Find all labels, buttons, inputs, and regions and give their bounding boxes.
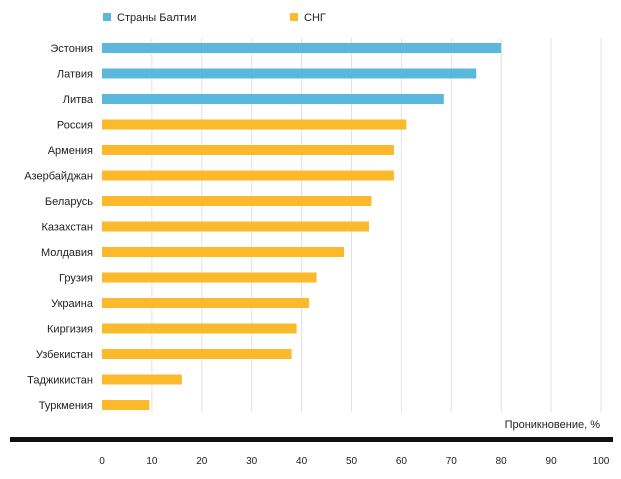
category-label: Грузия [59, 273, 93, 285]
x-tick-label: 60 [396, 456, 408, 467]
category-label: Латвия [57, 69, 93, 81]
category-label: Азербайджан [24, 171, 93, 183]
x-tick-label: 100 [593, 456, 610, 467]
x-tick-label: 10 [146, 456, 158, 467]
category-label: Россия [57, 120, 93, 132]
category-label: Украина [51, 298, 94, 310]
legend: Страны Балтии СНГ [103, 12, 326, 24]
x-tick-label: 20 [196, 456, 208, 467]
category-label: Армения [48, 145, 93, 157]
x-tick-label: 30 [246, 456, 258, 467]
x-tick-label: 50 [346, 456, 358, 467]
bar [102, 400, 150, 410]
bar [102, 196, 372, 206]
category-labels: Эстония Латвия Литва Россия Армения Азербайдж… [24, 43, 94, 412]
category-label: Таджикистан [27, 375, 93, 387]
bar [102, 170, 394, 181]
legend-swatch [290, 13, 298, 21]
bar [102, 221, 369, 232]
legend-label: СНГ [304, 12, 326, 24]
x-tick-label: 40 [296, 456, 308, 467]
x-tick-label: 90 [546, 456, 558, 467]
bar [102, 374, 182, 385]
category-label: Беларусь [45, 196, 93, 208]
bar [102, 272, 317, 283]
bar [102, 298, 310, 308]
category-label: Молдавия [41, 247, 93, 259]
category-label: Казахстан [41, 222, 93, 234]
bar [102, 119, 407, 130]
legend-label: Страны Балтии [117, 12, 196, 24]
x-axis-label: Проникновение, % [505, 419, 601, 431]
legend-swatch [103, 13, 111, 21]
bar [102, 94, 444, 104]
bar [102, 247, 345, 257]
category-label: Узбекистан [36, 349, 93, 361]
bar [102, 349, 292, 359]
bar [102, 145, 394, 155]
x-tick-label: 0 [99, 456, 105, 467]
x-tick-label: 70 [446, 456, 458, 467]
x-axis-band [10, 437, 613, 442]
category-label: Туркмения [39, 400, 93, 412]
bars [102, 43, 502, 410]
category-label: Эстония [50, 43, 93, 55]
category-label: Литва [63, 94, 94, 106]
category-label: Киргизия [47, 324, 93, 336]
bar [102, 68, 477, 79]
bar [102, 323, 297, 334]
x-tick-labels: 0 10 20 30 40 50 60 70 80 90 100 [99, 456, 610, 467]
x-tick-label: 80 [496, 456, 508, 467]
bar [102, 43, 502, 53]
